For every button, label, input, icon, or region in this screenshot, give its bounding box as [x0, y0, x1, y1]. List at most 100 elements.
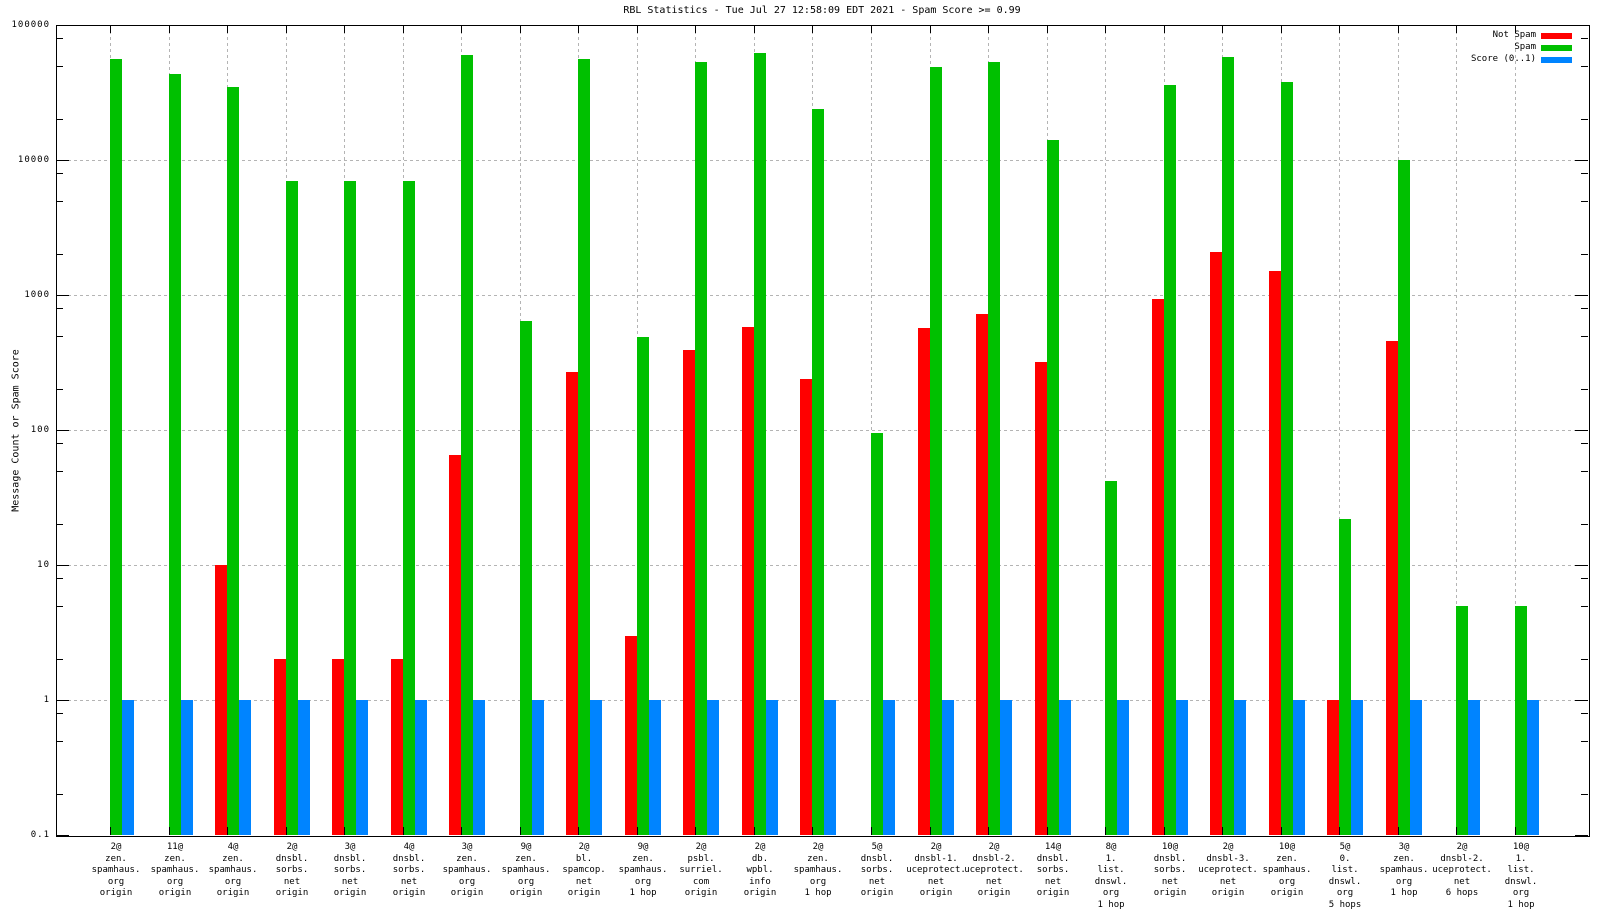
y-minor-tick-right: [1581, 336, 1588, 337]
y-minor-tick-right: [1581, 713, 1588, 714]
y-minor-tick-right: [1581, 389, 1588, 390]
x-category-label: 14@ dnsbl. sorbs. net origin: [1036, 842, 1070, 898]
bar-spam: [871, 433, 883, 835]
y-minor-tick-left: [56, 443, 63, 444]
x-tick-bottom: [1164, 827, 1165, 835]
bar-score: [766, 700, 778, 835]
bar-spam: [1515, 606, 1527, 835]
bar-score: [473, 700, 485, 835]
bar-score: [1000, 700, 1012, 835]
y-tick-label: 10: [37, 560, 50, 570]
y-major-tick-left: [56, 25, 69, 26]
y-minor-tick-left: [56, 389, 63, 390]
y-major-tick-right: [1575, 700, 1588, 701]
bar-spam: [1222, 57, 1234, 835]
y-major-tick-right: [1575, 295, 1588, 296]
y-minor-tick-left: [56, 254, 63, 255]
y-minor-tick-right: [1581, 66, 1588, 67]
y-minor-tick-right: [1581, 173, 1588, 174]
x-category-label: 4@ dnsbl. sorbs. net origin: [392, 842, 426, 898]
x-category-label: 3@ zen. spamhaus. org origin: [442, 842, 492, 898]
x-tick-bottom: [1398, 827, 1399, 835]
x-tick-top: [988, 25, 989, 33]
y-minor-tick-left: [56, 38, 63, 39]
y-major-tick-right: [1575, 565, 1588, 566]
bar-score: [181, 700, 193, 835]
bar-score: [824, 700, 836, 835]
bar-score: [1117, 700, 1129, 835]
x-tick-bottom: [1105, 827, 1106, 835]
x-tick-top: [871, 25, 872, 33]
x-category-label: 9@ zen. spamhaus. org 1 hop: [618, 842, 668, 898]
bar-spam: [754, 53, 766, 835]
bar-score: [707, 700, 719, 835]
x-category-label: 2@ db. wpbl. info origin: [743, 842, 777, 898]
y-minor-tick-left: [56, 659, 63, 660]
y-major-tick-left: [56, 700, 69, 701]
y-minor-tick-left: [56, 741, 63, 742]
x-tick-top: [344, 25, 345, 33]
x-category-label: 9@ zen. spamhaus. org origin: [501, 842, 551, 898]
y-minor-tick-right: [1581, 659, 1588, 660]
x-tick-top: [110, 25, 111, 33]
x-tick-bottom: [227, 827, 228, 835]
legend-swatch: [1541, 45, 1572, 51]
x-tick-bottom: [1515, 827, 1516, 835]
y-minor-tick-left: [56, 713, 63, 714]
bar-spam: [286, 181, 298, 835]
x-category-label: 2@ dnsbl-2. uceprotect. net origin: [964, 842, 1024, 898]
bar-not-spam: [566, 372, 578, 835]
bar-not-spam: [625, 636, 637, 835]
bar-not-spam: [449, 455, 461, 835]
y-minor-tick-right: [1581, 471, 1588, 472]
legend-entry: Score (0..1): [1380, 54, 1580, 66]
y-minor-tick-right: [1581, 201, 1588, 202]
y-tick-label: 0.1: [30, 830, 50, 840]
x-tick-bottom: [520, 827, 521, 835]
legend-label: Not Spam: [1492, 30, 1536, 40]
bar-not-spam: [1327, 700, 1339, 835]
x-tick-top: [169, 25, 170, 33]
x-tick-top: [520, 25, 521, 33]
y-minor-tick-left: [56, 606, 63, 607]
x-tick-top: [1164, 25, 1165, 33]
x-tick-top: [695, 25, 696, 33]
x-category-label: 5@ dnsbl. sorbs. net origin: [860, 842, 894, 898]
x-tick-top: [403, 25, 404, 33]
x-category-label: 2@ dnsbl. sorbs. net origin: [275, 842, 309, 898]
x-tick-bottom: [930, 827, 931, 835]
y-minor-tick-left: [56, 578, 63, 579]
y-minor-tick-left: [56, 471, 63, 472]
x-category-label: 10@ zen. spamhaus. org origin: [1262, 842, 1312, 898]
y-minor-tick-left: [56, 173, 63, 174]
bar-spam: [344, 181, 356, 835]
bar-score: [1527, 700, 1539, 835]
bar-spam: [988, 62, 1000, 835]
bar-not-spam: [1035, 362, 1047, 835]
x-tick-bottom: [812, 827, 813, 835]
x-tick-top: [1456, 25, 1457, 33]
x-tick-top: [286, 25, 287, 33]
x-tick-top: [461, 25, 462, 33]
bar-score: [1468, 700, 1480, 835]
bar-score: [1351, 700, 1363, 835]
bar-spam: [1281, 82, 1293, 835]
bar-spam: [1339, 519, 1351, 835]
y-minor-tick-right: [1581, 524, 1588, 525]
x-tick-bottom: [286, 827, 287, 835]
bar-score: [1176, 700, 1188, 835]
bar-not-spam: [1386, 341, 1398, 835]
x-tick-top: [637, 25, 638, 33]
x-tick-bottom: [871, 827, 872, 835]
legend-swatch: [1541, 57, 1572, 63]
x-category-label: 2@ bl. spamcop. net origin: [562, 842, 606, 898]
bar-spam: [227, 87, 239, 835]
y-minor-tick-left: [56, 66, 63, 67]
bar-spam: [110, 59, 122, 835]
bar-score: [1410, 700, 1422, 835]
y-major-tick-left: [56, 430, 69, 431]
bar-spam: [930, 67, 942, 835]
y-minor-tick-right: [1581, 578, 1588, 579]
y-minor-tick-right: [1581, 741, 1588, 742]
bar-spam: [1105, 481, 1117, 835]
